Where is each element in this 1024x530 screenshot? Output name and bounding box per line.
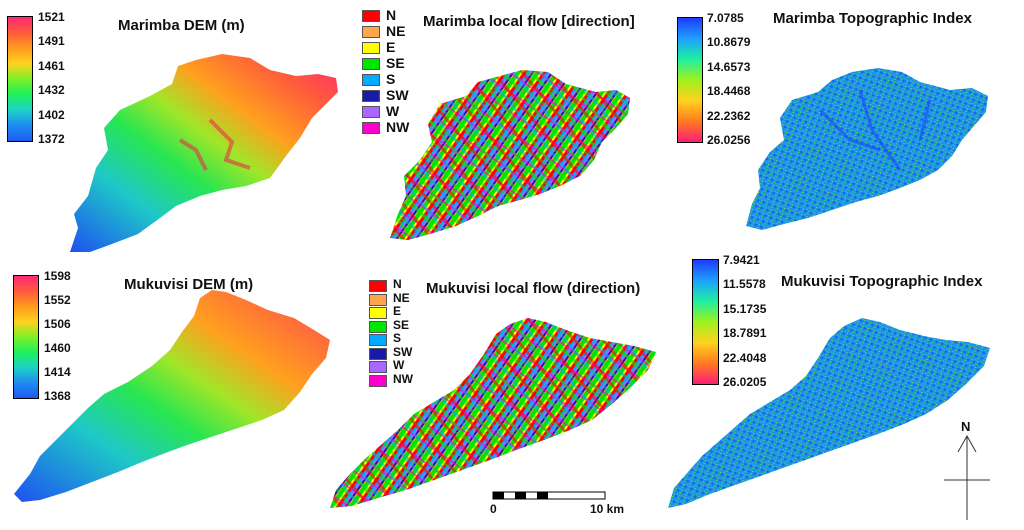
legend-label: SW [386, 87, 409, 103]
colorbar-tick-label: 26.0256 [707, 133, 751, 147]
colorbar-tick-label: 22.2362 [707, 108, 751, 123]
legend-swatch [369, 307, 387, 319]
legend-swatch [362, 58, 380, 70]
north-label: N [961, 419, 971, 434]
scale-bar [492, 491, 606, 500]
colorbar-tick-label: 18.4468 [707, 84, 751, 99]
colorbar-tick-label: 1402 [38, 107, 65, 122]
legend-label: S [393, 331, 402, 345]
mukuvisi-flow-title: Mukuvisi local flow (direction) [426, 280, 641, 297]
colorbar-tick-label: 1368 [44, 389, 71, 403]
marimba-dem-title: Marimba DEM (m) [118, 17, 245, 34]
legend-label: SW [393, 344, 413, 359]
legend-label: N [386, 7, 397, 23]
colorbar-tick-label: 1552 [44, 293, 71, 307]
colorbar-tick-label: 11.5578 [723, 277, 766, 292]
legend-swatch [369, 334, 387, 346]
legend-swatch [362, 74, 380, 86]
legend-label: NE [393, 290, 410, 305]
legend-label: E [386, 39, 396, 55]
marimba-ti-colorbar [677, 17, 703, 143]
legend-label: W [386, 103, 400, 119]
mukuvisi-ti-title: Mukuvisi Topographic Index [781, 273, 983, 290]
marimba-ti-catchment [746, 68, 988, 230]
colorbar-tick-label: 7.0785 [707, 11, 744, 25]
marimba-dem-catchment [70, 54, 338, 252]
marimba-ti-channels [818, 89, 932, 171]
marimba-flow-overlay [390, 70, 630, 240]
legend-label: NE [386, 23, 406, 39]
colorbar-tick-label: 26.0205 [723, 375, 767, 389]
marimba-dem-colorbar [7, 16, 33, 142]
legend-label: NW [386, 119, 410, 135]
colorbar-tick-label: 22.4048 [723, 350, 767, 365]
colorbar-tick-label: 14.6573 [707, 59, 751, 74]
legend-swatch [362, 90, 380, 102]
scale-bar-end-label: 10 km [590, 502, 625, 516]
mukuvisi-ti-colorbar [692, 259, 719, 385]
legend-label: SE [393, 317, 410, 332]
legend-swatch [362, 122, 380, 134]
legend-swatch [369, 361, 387, 373]
legend-label: N [393, 277, 402, 291]
colorbar-tick-label: 1506 [44, 317, 71, 331]
legend-label: NW [393, 371, 413, 386]
colorbar-tick-label: 15.1735 [723, 301, 767, 316]
legend-label: E [393, 304, 402, 318]
colorbar-tick-label: 1521 [38, 10, 65, 24]
legend-swatch [369, 320, 387, 333]
legend-label: S [386, 71, 396, 87]
colorbar-tick-label: 1432 [38, 83, 65, 98]
mukuvisi-dem-title: Mukuvisi DEM (m) [124, 276, 254, 293]
north-arrow-icon [944, 434, 990, 520]
legend-label: W [393, 358, 405, 372]
colorbar-tick-label: 1491 [38, 34, 65, 49]
colorbar-tick-label: 10.8679 [707, 35, 751, 50]
legend-swatch [362, 42, 380, 54]
legend-swatch [362, 106, 380, 118]
colorbar-tick-label: 1414 [44, 365, 71, 379]
colorbar-tick-label: 18.7891 [723, 326, 767, 341]
colorbar-tick-label: 1460 [44, 341, 71, 355]
marimba-flow-title: Marimba local flow [direction] [423, 13, 635, 30]
legend-label: SE [386, 55, 405, 71]
scale-bar-start-label: 0 [490, 502, 497, 516]
legend-swatch [369, 347, 387, 360]
mukuvisi-ti-catchment [668, 318, 990, 508]
colorbar-tick-label: 1461 [38, 58, 65, 73]
marimba-ti-title: Marimba Topographic Index [773, 10, 972, 27]
legend-swatch [369, 280, 387, 292]
mukuvisi-dem-colorbar [13, 275, 39, 399]
legend-swatch [369, 374, 387, 387]
colorbar-tick-label: 7.9421 [723, 253, 760, 267]
colorbar-tick-label: 1372 [38, 132, 65, 146]
mukuvisi-dem-catchment [14, 290, 330, 502]
legend-swatch [362, 10, 380, 22]
marimba-dem-ridge [178, 118, 251, 171]
legend-swatch [362, 26, 380, 38]
colorbar-tick-label: 1598 [44, 269, 71, 283]
mukuvisi-flow-overlay [330, 318, 656, 508]
legend-swatch [369, 293, 387, 306]
